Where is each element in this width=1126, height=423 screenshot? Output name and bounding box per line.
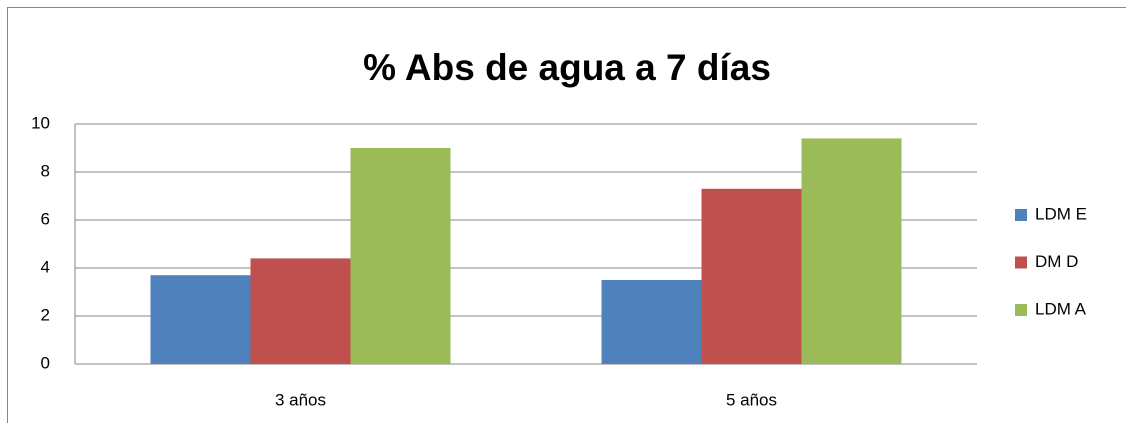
- y-tick-label: 10: [31, 113, 50, 132]
- legend-swatch: [1015, 256, 1027, 269]
- x-tick-label: 3 años: [275, 390, 326, 409]
- y-tick-label: 6: [41, 209, 50, 228]
- bar: [150, 275, 251, 364]
- bar: [350, 148, 451, 364]
- y-tick-label: 0: [41, 353, 50, 372]
- bar: [801, 138, 902, 364]
- bar: [601, 280, 702, 364]
- y-tick-label: 2: [41, 305, 50, 324]
- bar: [701, 188, 802, 364]
- y-tick-label: 4: [41, 257, 50, 276]
- legend-swatch: [1015, 304, 1027, 316]
- bar: [250, 258, 351, 364]
- legend-label: LDM A: [1035, 299, 1087, 318]
- chart-title: % Abs de agua a 7 días: [363, 47, 771, 88]
- legend-label: LDM E: [1035, 204, 1087, 223]
- legend-swatch: [1015, 209, 1027, 221]
- y-tick-label: 8: [41, 161, 50, 180]
- legend-label: DM D: [1035, 252, 1078, 271]
- x-tick-label: 5 años: [726, 390, 777, 409]
